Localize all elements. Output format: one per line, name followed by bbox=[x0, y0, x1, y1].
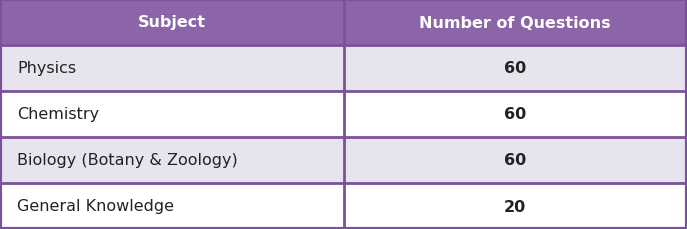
Text: Biology (Botany & Zoology): Biology (Botany & Zoology) bbox=[17, 153, 238, 168]
Text: Number of Questions: Number of Questions bbox=[420, 15, 611, 30]
Bar bbox=[0, 137, 687, 183]
Text: 60: 60 bbox=[504, 107, 526, 122]
Text: 60: 60 bbox=[504, 153, 526, 168]
Bar bbox=[0, 46, 687, 92]
Text: General Knowledge: General Knowledge bbox=[17, 199, 174, 214]
Bar bbox=[0, 92, 687, 137]
Bar bbox=[0, 0, 687, 46]
Text: Subject: Subject bbox=[138, 15, 205, 30]
Text: 60: 60 bbox=[504, 61, 526, 76]
Text: 20: 20 bbox=[504, 199, 526, 214]
Text: Physics: Physics bbox=[17, 61, 76, 76]
Text: Chemistry: Chemistry bbox=[17, 107, 100, 122]
Bar bbox=[0, 183, 687, 229]
